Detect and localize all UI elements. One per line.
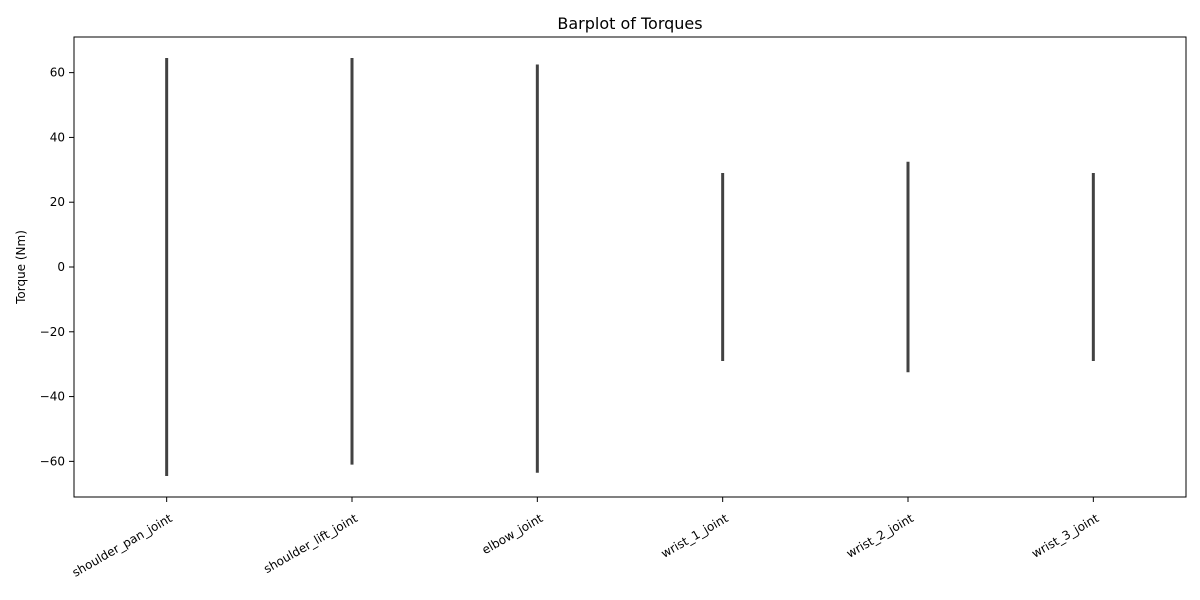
y-tick-label: 20 [50, 195, 65, 209]
x-tick-label-elbow-joint: elbow_joint [480, 511, 546, 557]
y-axis-label: Torque (Nm) [14, 230, 28, 305]
chart-title: Barplot of Torques [557, 14, 702, 33]
x-tick-label-wrist-1-joint: wrist_1_joint [659, 511, 731, 561]
y-axis-ticks: −60 −40 −20 0 20 40 60 [40, 66, 74, 468]
axes-frame [73, 36, 1187, 498]
y-tick-label: −60 [40, 454, 65, 468]
x-axis-ticks: shoulder_pan_joint shoulder_lift_joint elb… [70, 497, 1101, 580]
y-tick-label: 0 [57, 260, 65, 274]
y-tick-label: 60 [50, 66, 65, 80]
x-tick-label-wrist-3-joint: wrist_3_joint [1029, 511, 1101, 561]
plot-area [165, 58, 1095, 476]
x-tick-label-shoulder-lift-joint: shoulder_lift_joint [261, 511, 360, 576]
y-tick-label: −20 [40, 325, 65, 339]
y-tick-label: −40 [40, 390, 65, 404]
y-tick-label: 40 [50, 130, 65, 144]
x-tick-label-shoulder-pan-joint: shoulder_pan_joint [70, 511, 175, 580]
x-tick-label-wrist-2-joint: wrist_2_joint [844, 511, 916, 561]
